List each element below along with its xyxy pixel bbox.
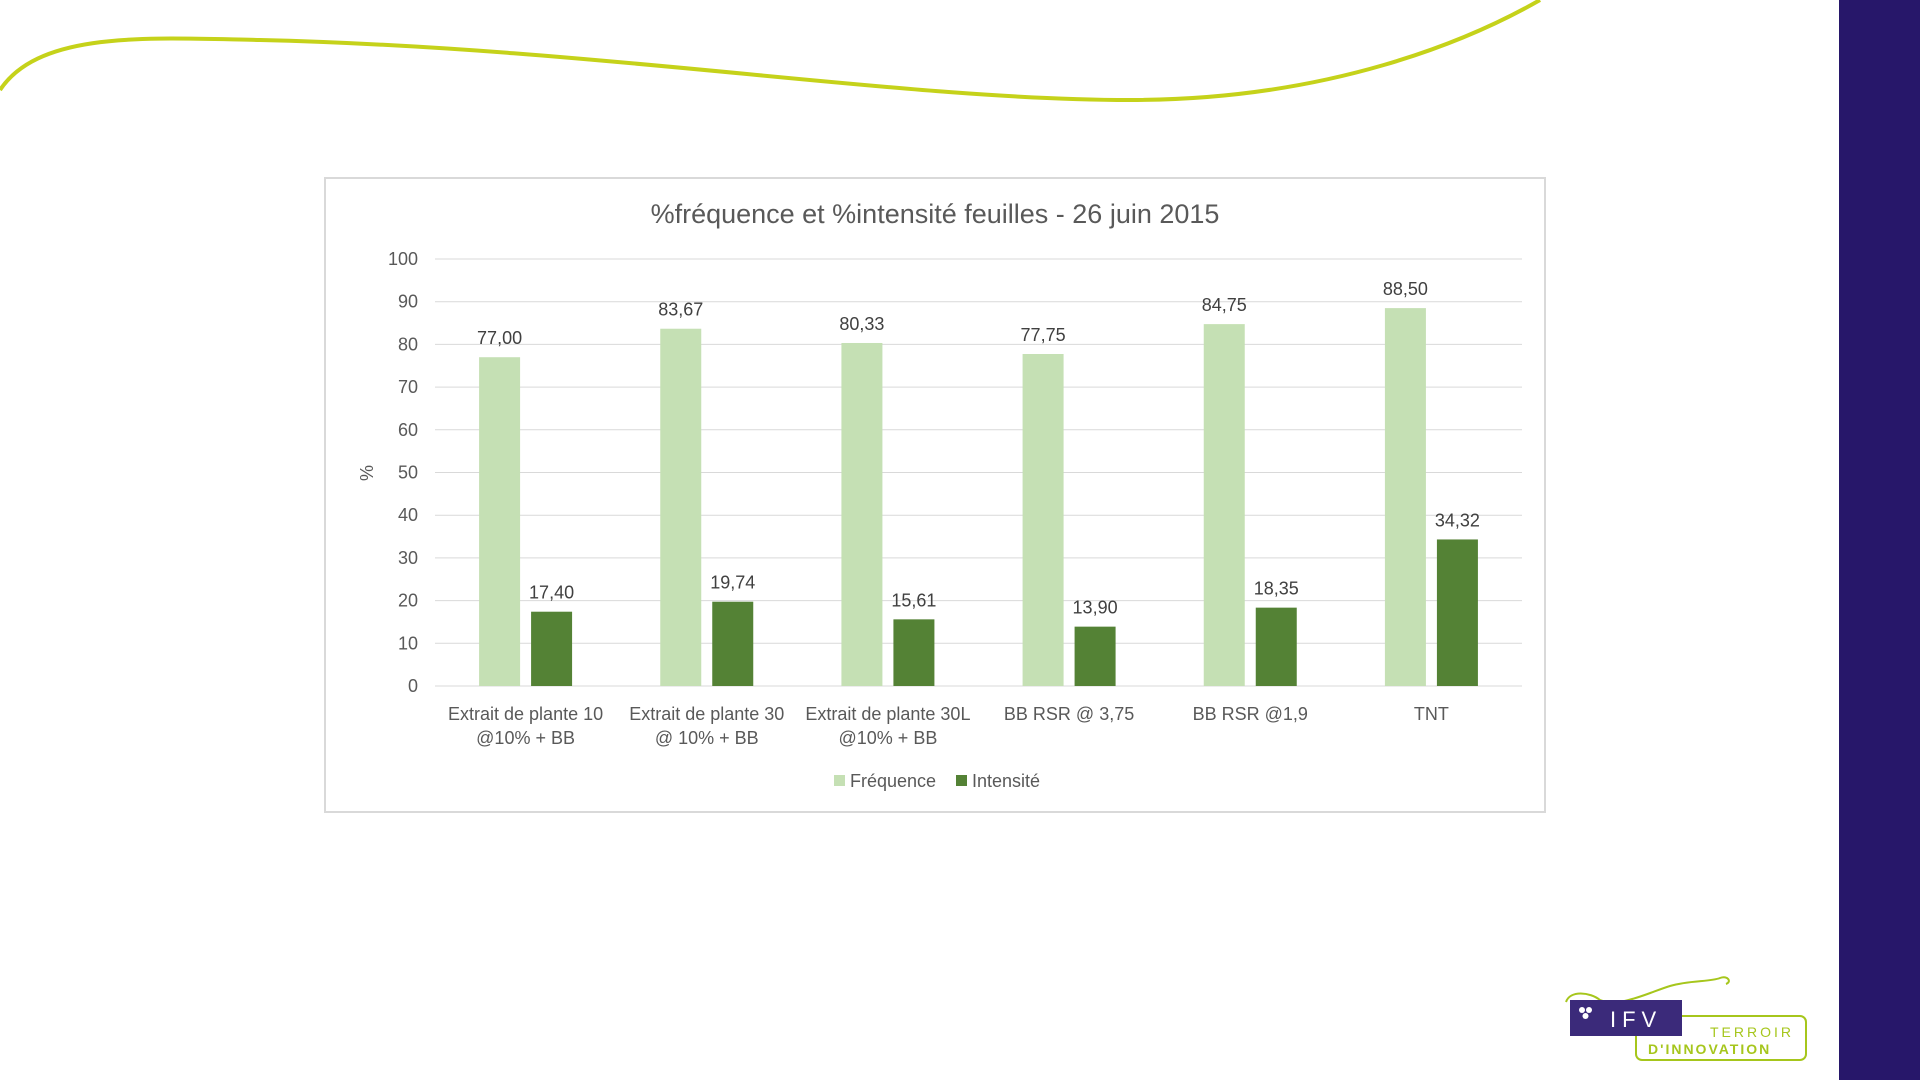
bar-frequence (660, 328, 702, 686)
y-tick-label: 70 (398, 377, 418, 397)
category-label: BB RSR @1,9 (1193, 704, 1308, 724)
legend: Fréquence Intensité (834, 771, 1040, 791)
logo-ifv-block (1570, 1000, 1682, 1036)
bar-intensite (531, 611, 573, 686)
bar-intensite (1436, 539, 1478, 686)
data-label: 77,00 (477, 328, 522, 348)
y-tick-label: 10 (398, 633, 418, 653)
y-tick-label: 50 (398, 463, 418, 483)
category-label: @10% + BB (839, 728, 938, 748)
bar-frequence (479, 357, 521, 686)
y-tick-label: 90 (398, 292, 418, 312)
data-label: 88,50 (1383, 279, 1428, 299)
legend-swatch-intensite (956, 775, 967, 786)
logo-line1-text: TERROIR (1710, 1024, 1794, 1040)
category-label: BB RSR @ 3,75 (1004, 704, 1134, 724)
data-label: 18,35 (1254, 579, 1299, 599)
data-label: 83,67 (658, 300, 703, 320)
bar-frequence (1384, 308, 1426, 686)
chart-frame (324, 177, 1546, 813)
y-tick-label: 20 (398, 591, 418, 611)
side-color-band (1839, 0, 1920, 1080)
grape-icon (1579, 1007, 1592, 1019)
category-label: Extrait de plante 10 (448, 704, 603, 724)
logo-line2-text: D'INNOVATION (1648, 1041, 1771, 1057)
bar-intensite (1074, 626, 1116, 686)
y-axis-ticks: 0 10 20 30 40 50 60 70 80 90 100 (388, 249, 418, 696)
category-labels: Extrait de plante 10 @10% + BB Extrait de … (448, 704, 1449, 748)
data-label: 13,90 (1073, 598, 1118, 618)
data-label: 15,61 (891, 590, 936, 610)
bar-intensite (1255, 607, 1297, 686)
y-tick-label: 30 (398, 548, 418, 568)
data-label: 84,75 (1202, 295, 1247, 315)
decorative-swoosh (0, 0, 1541, 103)
data-label: 34,32 (1435, 510, 1480, 530)
bar-intensite (893, 619, 935, 686)
bar-intensite (712, 601, 754, 686)
logo-vine-swirl (1565, 976, 1730, 1004)
category-label: Extrait de plante 30L (805, 704, 970, 724)
bar-frequence (1203, 324, 1245, 686)
category-label: Extrait de plante 30 (629, 704, 784, 724)
data-label: 77,75 (1021, 325, 1066, 345)
y-tick-label: 60 (398, 420, 418, 440)
bars (479, 308, 1478, 686)
category-label: TNT (1414, 704, 1449, 724)
ifv-logo: IFV TERROIR D'INNOVATION (1565, 976, 1807, 1061)
y-axis-label: % (357, 465, 377, 481)
legend-swatch-frequence (834, 775, 845, 786)
y-tick-label: 100 (388, 249, 418, 269)
data-label: 17,40 (529, 583, 574, 603)
bar-frequence (1022, 354, 1064, 686)
bar-frequence (841, 342, 883, 686)
y-tick-label: 40 (398, 505, 418, 525)
category-label: @ 10% + BB (655, 728, 759, 748)
y-tick-label: 80 (398, 334, 418, 354)
logo-main-text: IFV (1610, 1007, 1662, 1032)
y-tick-label: 0 (408, 676, 418, 696)
legend-label: Fréquence (850, 771, 936, 791)
data-label: 80,33 (839, 314, 884, 334)
chart-title: %fréquence et %intensité feuilles - 26 j… (651, 199, 1220, 229)
category-label: @10% + BB (476, 728, 575, 748)
data-label: 19,74 (710, 573, 755, 593)
data-labels: 77,00 17,40 83,67 19,74 80,33 15,61 77,75 13,90… (477, 279, 1480, 618)
legend-label: Intensité (972, 771, 1040, 791)
gridlines (435, 258, 1522, 687)
